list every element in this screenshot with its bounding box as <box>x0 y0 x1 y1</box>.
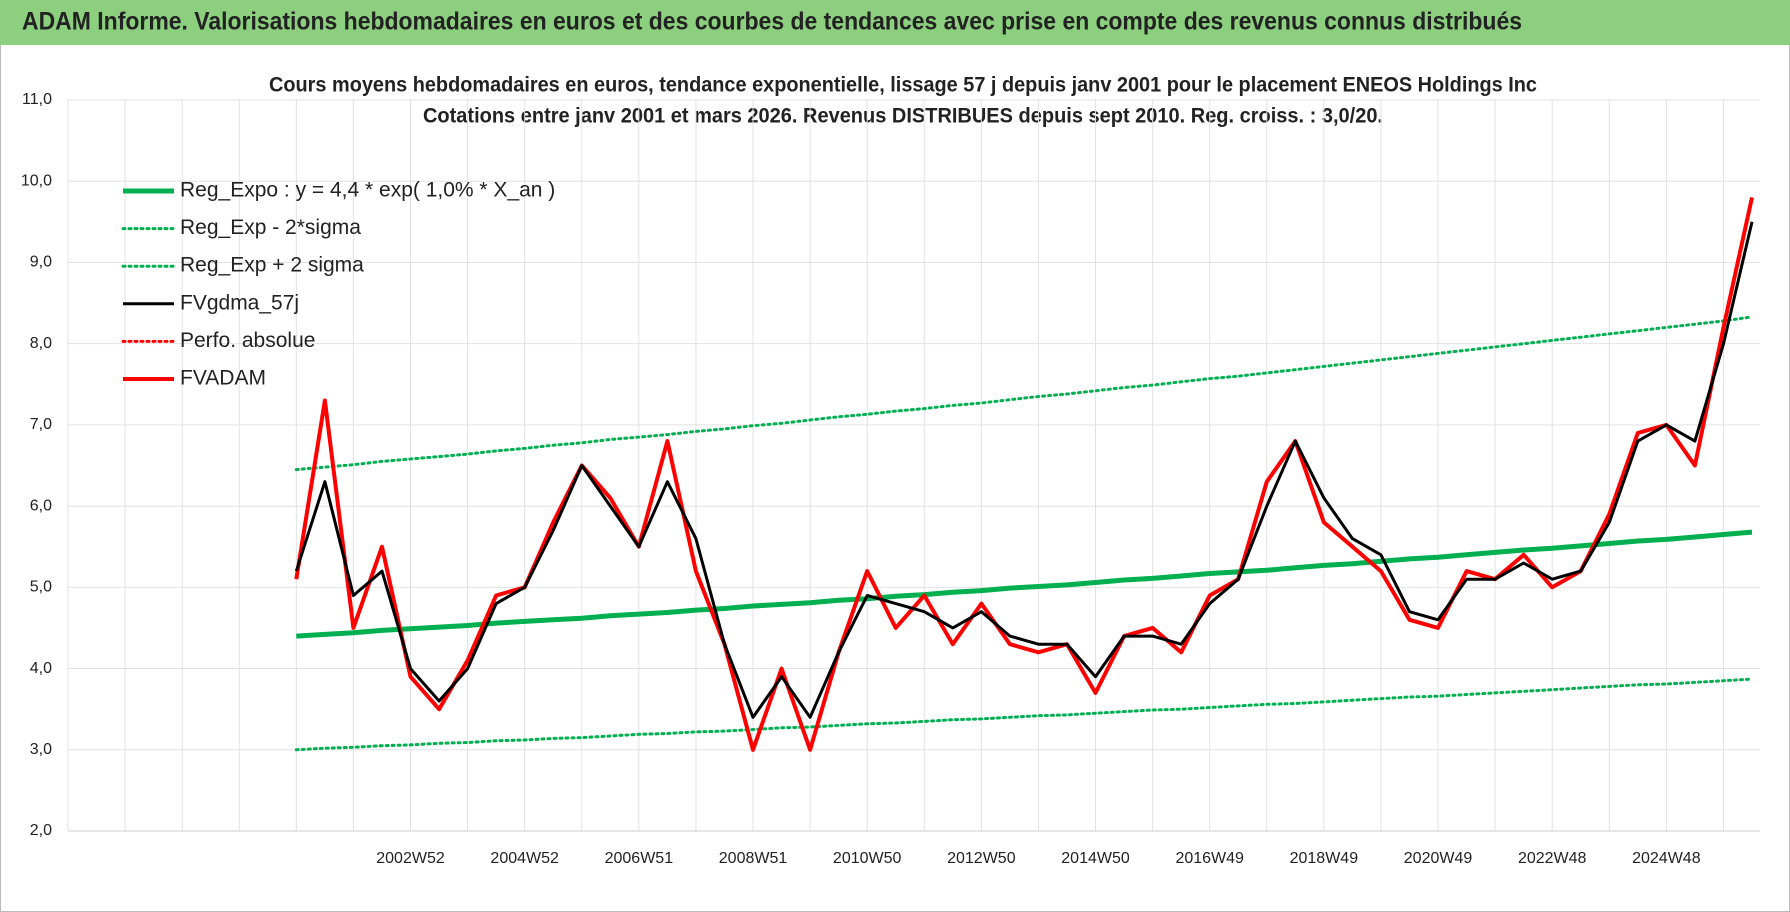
x-tick-label: 2016W49 <box>1175 850 1244 867</box>
x-tick-label: 2008W51 <box>719 850 788 867</box>
legend-label: FVADAM <box>180 367 266 390</box>
y-tick-label: 3,0 <box>30 741 52 758</box>
x-tick-label: 2018W49 <box>1290 850 1359 867</box>
series-line <box>294 197 1754 752</box>
banner <box>0 0 1790 45</box>
series-line <box>296 529 1753 639</box>
y-tick-label: 2,0 <box>30 822 52 839</box>
page-title: ADAM Informe. Valorisations hebdomadaire… <box>22 8 1522 36</box>
x-tick-label: 2004W52 <box>490 850 559 867</box>
series-line <box>294 221 1754 719</box>
x-tick-label: 2012W50 <box>947 850 1016 867</box>
legend-label: FVgdma_57j <box>180 291 299 314</box>
x-tick-label: 2002W52 <box>376 850 445 867</box>
series-line <box>294 677 1754 752</box>
x-tick-label: 2010W50 <box>833 850 902 867</box>
x-tick-label: 2006W51 <box>605 850 674 867</box>
y-tick-label: 11,0 <box>22 91 52 108</box>
chart-title: Cours moyens hebdomadaires en euros, ten… <box>269 74 1537 97</box>
y-tick-label: 4,0 <box>30 660 52 677</box>
y-tick-label: 8,0 <box>30 335 52 352</box>
legend-label: Reg_Exp + 2 sigma <box>180 254 364 277</box>
x-tick-label: 2024W48 <box>1632 850 1701 867</box>
y-tick-label: 9,0 <box>30 254 52 271</box>
legend-label: Reg_Exp - 2*sigma <box>180 216 361 239</box>
x-tick-label: 2014W50 <box>1061 850 1130 867</box>
x-tick-label: 2020W49 <box>1404 850 1473 867</box>
legend-label: Reg_Expo : y = 4,4 * exp( 1,0% * X_an ) <box>180 179 555 202</box>
y-tick-label: 6,0 <box>30 497 52 514</box>
legend-label: Perfo. absolue <box>180 329 315 352</box>
x-tick-label: 2022W48 <box>1518 850 1587 867</box>
y-tick-label: 10,0 <box>21 172 52 189</box>
y-tick-label: 7,0 <box>30 416 52 433</box>
series-line <box>294 315 1754 472</box>
y-tick-label: 5,0 <box>30 579 52 596</box>
chart-subtitle: Cotations entre janv 2001 et mars 2026. … <box>423 105 1383 128</box>
